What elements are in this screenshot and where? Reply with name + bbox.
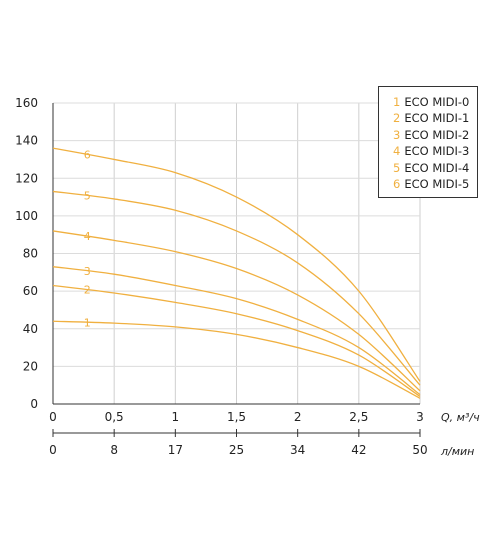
x-tick-label: 0,5 — [105, 410, 124, 424]
y-tick-label: 100 — [15, 209, 38, 223]
curve-number-label: 3 — [84, 265, 91, 278]
legend-item: 2 ECO MIDI-1 — [393, 110, 477, 126]
x2-tick-label: 42 — [351, 443, 366, 457]
curve-number-label: 2 — [84, 284, 91, 297]
curve-number-label: 1 — [84, 316, 91, 329]
legend-item: 1 ECO MIDI-0 — [393, 94, 477, 110]
curve-eco-midi-3 — [52, 266, 421, 396]
x2-tick-label: 34 — [290, 443, 305, 457]
x-tick-label: 1 — [172, 410, 180, 424]
y-tick-label: 0 — [30, 397, 38, 411]
curves — [52, 147, 421, 399]
legend-item-name: ECO MIDI-5 — [404, 177, 470, 192]
x-tick-label: 0 — [49, 410, 57, 424]
x2-tick-label: 0 — [49, 443, 57, 457]
legend: 1 ECO MIDI-0 2 ECO MIDI-1 3 ECO MIDI-2 4 ECO MI… — [378, 86, 478, 198]
legend-item: 4 ECO MIDI-3 — [393, 143, 477, 159]
legend-item-name: ECO MIDI-4 — [404, 160, 470, 175]
legend-item: 6 ECO MIDI-5 — [393, 176, 477, 192]
grid — [52, 102, 421, 404]
legend-item-number: 2 — [393, 111, 401, 126]
x-tick-label: 1,5 — [227, 410, 246, 424]
y-tick-label: 160 — [15, 96, 38, 110]
x2-axis-unit-label: л/мин — [440, 445, 474, 458]
legend-item-name: ECO MIDI-1 — [404, 111, 470, 126]
curve-number-label: 5 — [84, 190, 91, 203]
y-tick-label: 20 — [23, 359, 38, 373]
curve-eco-midi-6 — [52, 147, 421, 382]
y-tick-label: 140 — [15, 134, 38, 148]
curve-eco-midi-1 — [52, 320, 421, 399]
legend-item-number: 3 — [393, 127, 401, 142]
curve-number-label: 6 — [84, 148, 91, 161]
curve-eco-midi-2 — [52, 284, 421, 398]
x-tick-label: 2,5 — [349, 410, 368, 424]
legend-item-number: 6 — [393, 177, 401, 192]
y-tick-label: 60 — [23, 284, 38, 298]
curve-labels: 1 2 3 4 5 6 — [84, 148, 91, 329]
axes — [52, 103, 421, 437]
curve-eco-midi-4 — [52, 230, 421, 392]
legend-item-name: ECO MIDI-3 — [404, 144, 470, 159]
legend-item-number: 5 — [393, 160, 401, 175]
x-tick-label: 3 — [416, 410, 424, 424]
y-tick-label: 80 — [23, 247, 38, 261]
x2-tick-label: 8 — [110, 443, 118, 457]
legend-item: 5 ECO MIDI-4 — [393, 160, 477, 176]
legend-item: 3 ECO MIDI-2 — [393, 127, 477, 143]
curve-number-label: 4 — [84, 230, 91, 243]
legend-item-number: 1 — [393, 95, 401, 109]
x-axis-unit-label: Q, м³/ч — [441, 411, 480, 424]
y-tick-label: 120 — [15, 171, 38, 185]
curve-eco-midi-5 — [52, 190, 421, 386]
y-tick-label: 40 — [23, 322, 38, 336]
legend-item-name: ECO MIDI-2 — [404, 127, 470, 142]
x2-tick-label: 50 — [412, 443, 427, 457]
x-tick-label: 2 — [294, 410, 302, 424]
legend-item-number: 4 — [393, 144, 401, 159]
x2-tick-label: 17 — [168, 443, 183, 457]
legend-item-name: ECO MIDI-0 — [404, 95, 470, 109]
x2-tick-label: 25 — [229, 443, 244, 457]
